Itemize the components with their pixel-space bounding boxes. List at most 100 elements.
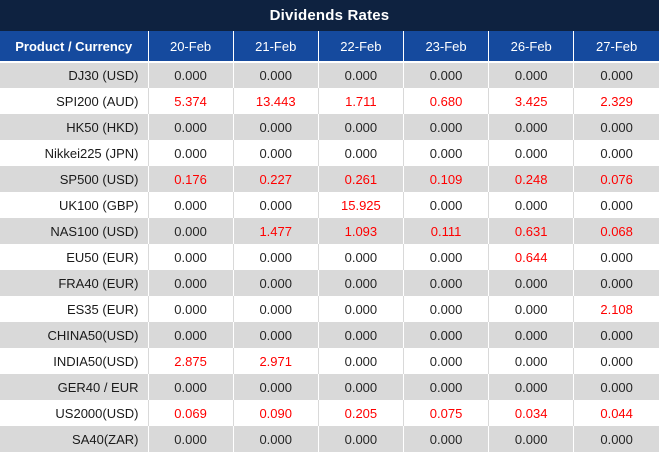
product-cell: UK100 (GBP) [0, 192, 149, 218]
value-cell: 0.000 [148, 114, 234, 140]
product-cell: ES35 (EUR) [0, 296, 149, 322]
value-cell: 0.000 [233, 62, 319, 88]
value-cell: 0.000 [488, 296, 575, 322]
value-cell: 5.374 [148, 88, 234, 114]
value-cell: 0.176 [148, 166, 234, 192]
value-cell: 0.090 [233, 400, 319, 426]
value-cell: 0.000 [573, 322, 659, 348]
value-cell: 0.000 [148, 140, 234, 166]
value-cell: 0.000 [403, 140, 490, 166]
value-cell: 0.000 [148, 296, 234, 322]
value-cell: 0.000 [148, 62, 234, 88]
value-cell: 2.108 [573, 296, 659, 322]
table-row: DJ30 (USD) 0.000 0.000 0.000 0.000 0.000 0.000 [0, 62, 659, 88]
value-cell: 0.644 [488, 244, 575, 270]
value-cell: 0.000 [573, 270, 659, 296]
table-row: EU50 (EUR) 0.000 0.000 0.000 0.000 0.644 0.000 [0, 244, 659, 270]
value-cell: 0.000 [318, 374, 404, 400]
value-cell: 0.000 [573, 62, 659, 88]
value-cell: 0.000 [233, 140, 319, 166]
value-cell: 0.000 [403, 296, 490, 322]
value-cell: 0.034 [488, 400, 575, 426]
value-cell: 0.000 [488, 192, 575, 218]
value-cell: 0.000 [318, 322, 404, 348]
table-row: US2000(USD) 0.069 0.090 0.205 0.075 0.034 0.04… [0, 400, 659, 426]
table-row: INDIA50(USD) 2.875 2.971 0.000 0.000 0.000 0.0… [0, 348, 659, 374]
value-cell: 0.248 [488, 166, 575, 192]
product-cell: EU50 (EUR) [0, 244, 149, 270]
value-cell: 0.000 [573, 140, 659, 166]
value-cell: 2.875 [148, 348, 234, 374]
table-row: SPI200 (AUD) 5.374 13.443 1.711 0.680 3.425 2.… [0, 88, 659, 114]
date-column-header: 26-Feb [488, 31, 575, 63]
value-cell: 0.000 [573, 244, 659, 270]
product-cell: INDIA50(USD) [0, 348, 149, 374]
value-cell: 0.000 [148, 322, 234, 348]
value-cell: 0.000 [403, 374, 490, 400]
value-cell: 0.000 [318, 140, 404, 166]
date-column-header: 21-Feb [233, 31, 319, 63]
product-cell: CHINA50(USD) [0, 322, 149, 348]
product-cell: DJ30 (USD) [0, 62, 149, 88]
value-cell: 0.000 [403, 426, 490, 452]
value-cell: 0.000 [573, 192, 659, 218]
panel-title: Dividends Rates [0, 0, 659, 31]
date-column-header: 20-Feb [148, 31, 234, 63]
table-row: GER40 / EUR 0.000 0.000 0.000 0.000 0.000 0.00… [0, 374, 659, 400]
value-cell: 0.000 [148, 270, 234, 296]
table-row: SP500 (USD) 0.176 0.227 0.261 0.109 0.248 0.07… [0, 166, 659, 192]
value-cell: 0.631 [488, 218, 575, 244]
value-cell: 0.000 [318, 348, 404, 374]
value-cell: 0.000 [573, 114, 659, 140]
product-cell: FRA40 (EUR) [0, 270, 149, 296]
product-cell: HK50 (HKD) [0, 114, 149, 140]
value-cell: 1.711 [318, 88, 404, 114]
value-cell: 0.000 [148, 244, 234, 270]
product-cell: SP500 (USD) [0, 166, 149, 192]
value-cell: 0.000 [403, 114, 490, 140]
date-column-header: 22-Feb [318, 31, 404, 63]
table-header-row: Product / Currency 20-Feb 21-Feb 22-Feb 23-… [0, 31, 659, 63]
value-cell: 0.000 [488, 348, 575, 374]
value-cell: 0.000 [233, 322, 319, 348]
value-cell: 0.000 [233, 244, 319, 270]
value-cell: 0.000 [233, 374, 319, 400]
value-cell: 0.000 [488, 114, 575, 140]
value-cell: 0.000 [233, 270, 319, 296]
value-cell: 0.000 [148, 192, 234, 218]
value-cell: 0.000 [318, 296, 404, 322]
value-cell: 0.000 [488, 426, 575, 452]
table-row: UK100 (GBP) 0.000 0.000 15.925 0.000 0.000 0.0… [0, 192, 659, 218]
value-cell: 0.000 [148, 218, 234, 244]
value-cell: 0.075 [403, 400, 490, 426]
value-cell: 13.443 [233, 88, 319, 114]
date-column-header: 27-Feb [573, 31, 659, 63]
value-cell: 0.000 [318, 114, 404, 140]
value-cell: 0.261 [318, 166, 404, 192]
value-cell: 0.000 [573, 374, 659, 400]
product-cell: GER40 / EUR [0, 374, 149, 400]
product-cell: NAS100 (USD) [0, 218, 149, 244]
value-cell: 0.111 [403, 218, 490, 244]
product-cell: SPI200 (AUD) [0, 88, 149, 114]
value-cell: 0.000 [488, 322, 575, 348]
value-cell: 0.000 [488, 270, 575, 296]
value-cell: 0.000 [488, 62, 575, 88]
value-cell: 15.925 [318, 192, 404, 218]
value-cell: 0.000 [573, 426, 659, 452]
value-cell: 0.000 [318, 426, 404, 452]
value-cell: 0.000 [403, 62, 490, 88]
table-body: DJ30 (USD) 0.000 0.000 0.000 0.000 0.000 0.000… [0, 62, 659, 452]
value-cell: 0.000 [403, 348, 490, 374]
value-cell: 0.069 [148, 400, 234, 426]
value-cell: 0.000 [488, 374, 575, 400]
value-cell: 0.076 [573, 166, 659, 192]
value-cell: 0.205 [318, 400, 404, 426]
value-cell: 0.109 [403, 166, 490, 192]
table-row: FRA40 (EUR) 0.000 0.000 0.000 0.000 0.000 0.00… [0, 270, 659, 296]
table-row: ES35 (EUR) 0.000 0.000 0.000 0.000 0.000 2.108 [0, 296, 659, 322]
value-cell: 0.068 [573, 218, 659, 244]
value-cell: 0.000 [318, 62, 404, 88]
value-cell: 0.000 [233, 192, 319, 218]
